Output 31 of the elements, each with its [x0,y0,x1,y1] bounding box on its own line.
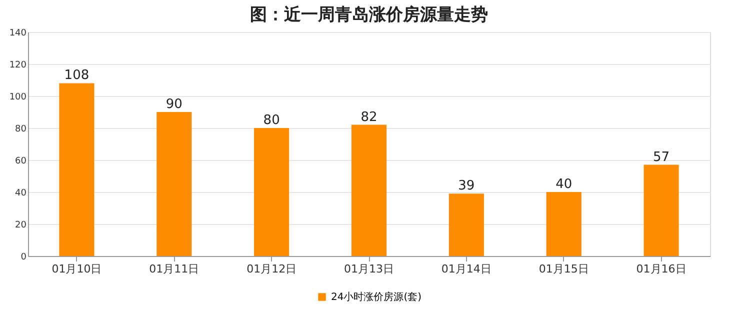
y-tick-label: 40 [15,188,27,198]
x-tick-label: 01月11日 [149,262,200,276]
data-label: 39 [458,178,475,194]
data-label: 57 [653,150,670,165]
x-tick-label: 01月10日 [52,262,102,276]
y-tick-label: 60 [15,156,27,166]
bar [546,192,582,256]
y-tick-label: 20 [15,220,27,230]
x-tick-label: 01月15日 [538,262,589,276]
data-label: 90 [166,97,182,112]
chart-title: 图：近一周青岛涨价房源量走势 [250,5,488,25]
data-label: 82 [360,110,378,125]
x-tick-label: 01月16日 [636,262,686,276]
bar [448,194,484,256]
bar [351,124,387,256]
y-tick-label: 0 [20,252,27,262]
bar [156,112,192,256]
data-label: 80 [263,113,280,128]
y-tick-label: 100 [9,92,27,102]
x-tick-label: 01月14日 [441,262,492,276]
y-tick-label: 120 [9,60,27,70]
bar [644,164,679,256]
legend-label: 24小时涨价房源(套) [331,291,422,303]
data-label: 108 [64,68,90,84]
y-tick-label: 80 [15,124,27,134]
bar [59,83,94,256]
x-tick-label: 01月12日 [246,262,297,276]
x-tick-label: 01月13日 [344,262,394,276]
data-label: 40 [556,177,572,192]
y-tick-label: 140 [9,28,27,38]
bar [254,128,290,256]
